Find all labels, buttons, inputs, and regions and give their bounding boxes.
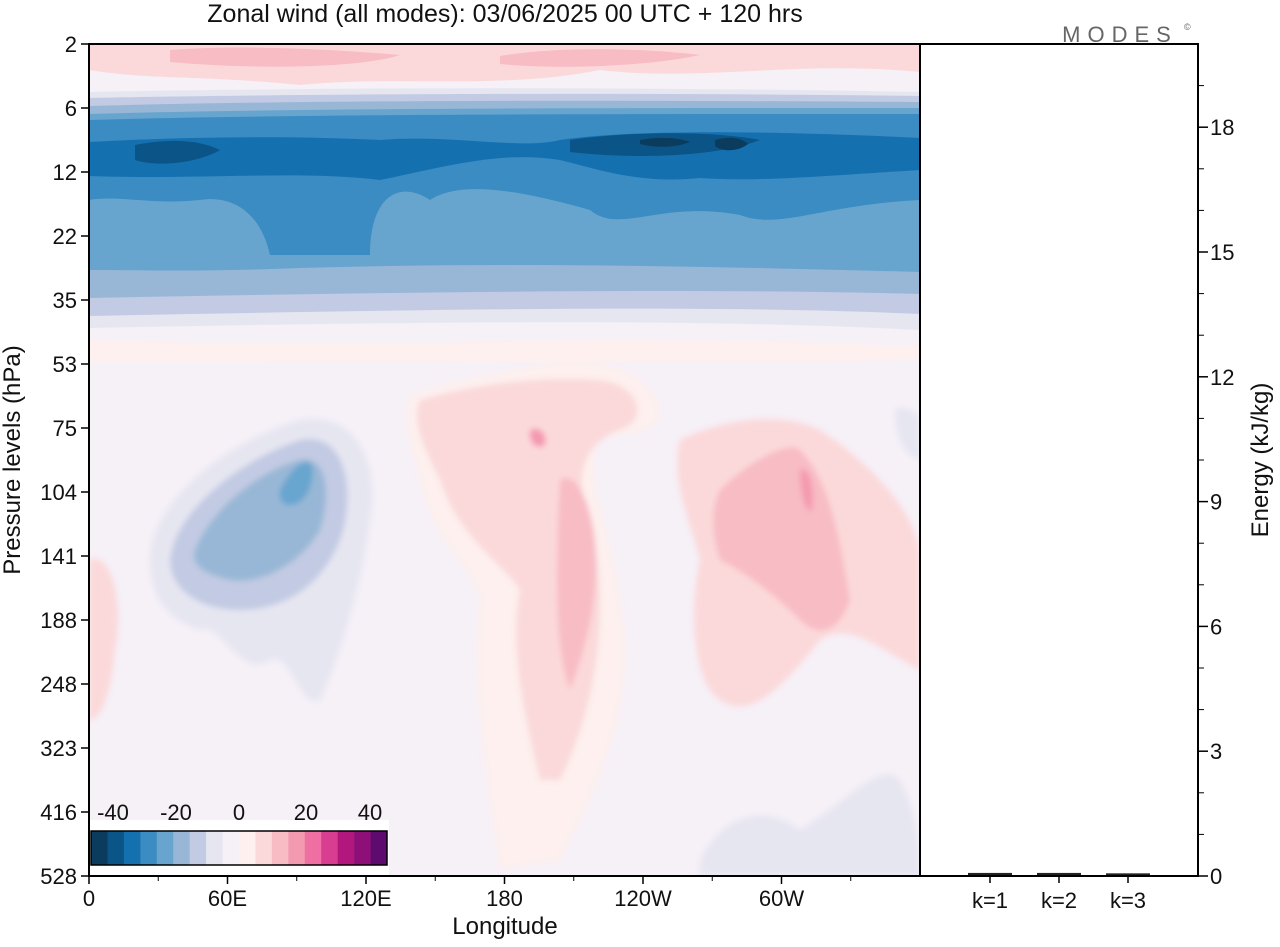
negative-anomaly-southeast: [700, 774, 920, 876]
energy-axis: 0 3 6 9 12 15 18: [1198, 85, 1234, 889]
upper-positive-core-west: [170, 47, 400, 67]
negative-core-west: [135, 140, 220, 164]
chart-title: Zonal wind (all modes): 03/06/2025 00 UT…: [207, 0, 802, 28]
negative-anomaly-core: [279, 461, 313, 505]
y-tick-label: 2: [65, 32, 77, 57]
y-tick-label: 141: [40, 544, 77, 569]
x-tick-label: 120W: [614, 886, 672, 911]
y-tick-label: 75: [53, 416, 77, 441]
y-tick-label: 22: [53, 224, 77, 249]
y-tick-label: 53: [53, 352, 77, 377]
energy-bar: [968, 872, 1012, 875]
energy-category-label: k=3: [1110, 888, 1146, 913]
colorbar-cell: [222, 831, 240, 865]
energy-bar: [1037, 872, 1081, 875]
y-tick-label: 104: [40, 480, 77, 505]
negative-anomaly-east-edge: [895, 408, 920, 460]
energy-tick-label: 9: [1210, 490, 1222, 515]
positive-anomaly-west-edge: [89, 558, 119, 720]
colorbar-cell: [271, 831, 289, 865]
colorbar-cell: [156, 831, 174, 865]
x-tick-label: 60E: [208, 886, 247, 911]
y-tick-label: 12: [53, 160, 77, 185]
colorbar-cell: [189, 831, 207, 865]
colorbar-cell: [337, 831, 355, 865]
colorbar-cell: [123, 831, 141, 865]
longitude-axis: 0 60E 120E 180 120W 60W: [83, 876, 852, 911]
tropopause-weak-positive: [89, 340, 920, 362]
positive-anomaly-east-mid: [713, 447, 850, 631]
y-tick-label: 35: [53, 288, 77, 313]
x-tick-label: 60W: [759, 886, 804, 911]
y-tick-label: 323: [40, 736, 77, 761]
energy-categories: k=1 k=2 k=3: [972, 876, 1146, 913]
negative-core-deep-2: [715, 137, 748, 151]
energy-axis-label: Energy (kJ/kg): [1247, 383, 1274, 538]
colorbar-cell: [304, 831, 322, 865]
energy-category-label: k=1: [972, 888, 1008, 913]
brand-copyright-mark: ©: [1184, 22, 1191, 32]
x-tick-label: 180: [486, 886, 523, 911]
brand-logo: MODES: [1062, 22, 1178, 47]
y-tick-label: 528: [40, 864, 77, 889]
colorbar-cell: [239, 831, 256, 865]
y-tick-label: 6: [65, 96, 77, 121]
colorbar-cell: [370, 831, 388, 865]
energy-bar: [1106, 873, 1150, 875]
colorbar-tick-label: 20: [294, 800, 318, 825]
colorbar-cell: [288, 831, 306, 865]
energy-tick-label: 3: [1210, 739, 1222, 764]
positive-anomaly-east-core: [800, 469, 813, 511]
x-tick-label: 120E: [340, 886, 391, 911]
colorbar-tick-label: -20: [160, 800, 192, 825]
colorbar-frame: [90, 830, 388, 866]
positive-anomaly-central-inner: [557, 478, 596, 690]
y-tick-label: 188: [40, 608, 77, 633]
colorbar-tick-label: 40: [358, 800, 382, 825]
x-axis-label: Longitude: [452, 913, 557, 940]
colorbar-cell: [91, 831, 108, 865]
energy-panel-frame: [919, 43, 1199, 877]
negative-core-deep-1: [640, 137, 690, 147]
x-tick-label: 0: [83, 886, 95, 911]
upper-positive-core-east: [500, 49, 700, 67]
colorbar-cell: [140, 831, 158, 865]
colorbar: -40 -20 0 20 40: [89, 800, 389, 878]
energy-tick-label: 12: [1210, 365, 1234, 390]
y-tick-label: 416: [40, 800, 77, 825]
energy-tick-label: 15: [1210, 240, 1234, 265]
y-tick-label: 248: [40, 672, 77, 697]
positive-anomaly-central-spot: [529, 428, 546, 447]
energy-bars: [968, 872, 1150, 875]
colorbar-cell: [206, 831, 223, 865]
colorbar-tick-label: 0: [233, 800, 245, 825]
y-axis-label: Pressure levels (hPa): [0, 345, 26, 574]
energy-category-label: k=2: [1041, 888, 1077, 913]
colorbar-cells: [91, 831, 388, 865]
colorbar-cell: [173, 831, 190, 865]
colorbar-tick-label: -40: [97, 800, 129, 825]
positive-anomaly-central-mid: [416, 378, 638, 780]
colorbar-cell: [107, 831, 125, 865]
colorbar-cell: [321, 831, 338, 865]
energy-tick-label: 0: [1210, 864, 1222, 889]
colorbar-cell: [354, 831, 371, 865]
pressure-axis: 2 6 12 22 35 53 75 104 141 188 248 323 416 528: [40, 32, 89, 889]
lower-features: [89, 359, 920, 876]
energy-tick-label: 18: [1210, 115, 1234, 140]
colorbar-cell: [255, 831, 273, 865]
energy-tick-label: 6: [1210, 614, 1222, 639]
zonal-wind-heatmap: [89, 44, 920, 876]
